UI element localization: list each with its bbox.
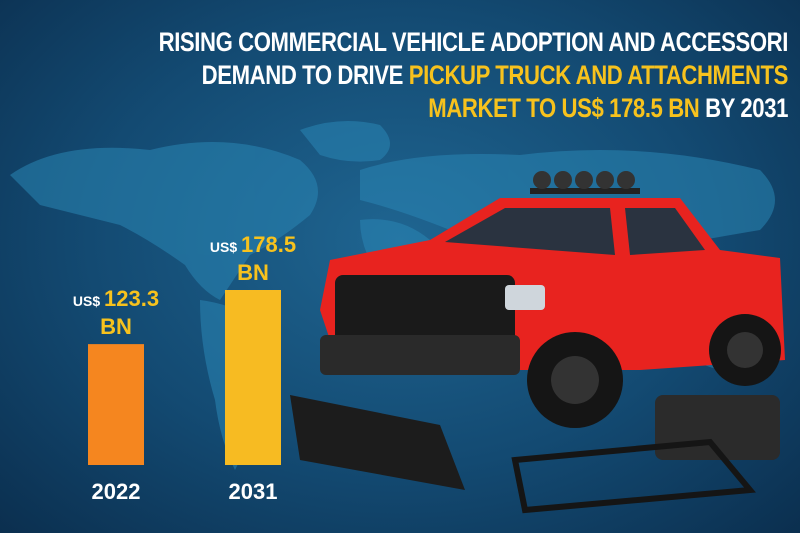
x-tick-label-2022: 2022 xyxy=(92,479,141,504)
headline-line-3: MARKET TO US$ 178.5 BN BY 2031 xyxy=(1,92,788,125)
roof-rack-attachment xyxy=(511,438,756,514)
light-bar xyxy=(530,171,640,194)
headline-line-2: DEMAND TO DRIVE PICKUP TRUCK AND ATTACHM… xyxy=(1,59,789,92)
headline-line-1: RISING COMMERCIAL VEHICLE ADOPTION AND A… xyxy=(158,27,789,57)
headline: RISING COMMERCIAL VEHICLE ADOPTION AND A… xyxy=(1,26,789,125)
data-label-2022: US$ 123.3 xyxy=(73,286,159,311)
data-label-2031: US$ 178.5 xyxy=(210,232,296,257)
bar-2031 xyxy=(225,290,281,465)
snow-plow-attachment xyxy=(290,395,465,490)
data-label-unit-2031: BN xyxy=(237,260,269,285)
headline-line-2-white: DEMAND TO DRIVE xyxy=(201,60,409,90)
x-tick-label-2031: 2031 xyxy=(229,479,278,504)
data-label-unit-2022: BN xyxy=(100,314,132,339)
pickup-truck-illustration xyxy=(290,171,785,514)
bar-2022 xyxy=(88,344,144,465)
headline-line-3-highlight: MARKET TO US$ 178.5 BN xyxy=(428,93,700,123)
headline-line-3-white: BY 2031 xyxy=(699,93,788,123)
headline-line-2-highlight: PICKUP TRUCK AND ATTACHMENTS xyxy=(408,60,789,90)
